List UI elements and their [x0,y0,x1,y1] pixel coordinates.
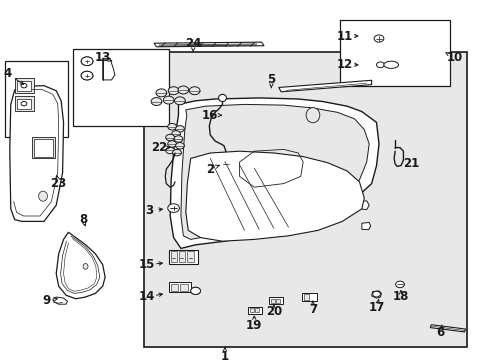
Bar [268,297,282,304]
Circle shape [174,97,185,105]
Circle shape [163,96,174,104]
Circle shape [168,87,179,95]
Bar [339,20,449,86]
Bar [168,282,190,292]
Circle shape [175,143,184,149]
Text: 17: 17 [367,301,384,314]
Bar [170,284,178,291]
Bar [276,299,280,303]
Text: 24: 24 [184,37,201,50]
Circle shape [165,147,174,154]
Circle shape [81,57,93,66]
Circle shape [151,98,162,105]
Circle shape [21,84,27,88]
Bar [168,250,198,264]
Circle shape [373,35,383,42]
Polygon shape [154,42,264,47]
Bar [32,137,55,158]
Bar [144,52,466,347]
Bar [270,299,274,303]
Text: 3: 3 [145,204,153,217]
Text: 19: 19 [245,319,262,332]
Text: 2: 2 [206,163,214,176]
Circle shape [190,287,200,294]
Text: 9: 9 [42,294,50,307]
Text: 7: 7 [308,303,316,316]
Circle shape [178,86,188,94]
Bar [34,139,53,157]
Text: 18: 18 [392,291,408,303]
Bar [255,308,259,312]
Bar [180,284,187,291]
Circle shape [174,136,183,142]
Circle shape [167,123,176,130]
Text: 23: 23 [50,177,67,190]
Polygon shape [10,86,63,221]
Circle shape [21,102,27,106]
Bar [73,49,168,126]
Text: 21: 21 [402,157,418,170]
Bar [187,251,193,262]
Text: 13: 13 [94,51,111,64]
Circle shape [81,71,93,80]
Polygon shape [358,201,368,210]
Ellipse shape [39,191,47,201]
Bar [250,308,254,312]
Bar [17,99,31,109]
Text: 1: 1 [221,350,228,360]
Circle shape [395,281,404,288]
Text: 6: 6 [435,327,443,339]
Bar [302,293,316,301]
Text: 8: 8 [79,213,87,226]
Text: 10: 10 [446,51,462,64]
Circle shape [167,141,176,147]
Bar [17,81,31,91]
Circle shape [81,57,93,66]
Bar [5,61,68,137]
Text: 14: 14 [138,291,155,303]
Ellipse shape [218,94,226,102]
Polygon shape [102,58,115,80]
Polygon shape [185,151,364,241]
Polygon shape [371,291,381,298]
Text: 5: 5 [267,73,275,86]
Ellipse shape [83,264,88,269]
Bar [170,251,177,262]
Circle shape [172,149,181,156]
Bar [304,294,308,300]
Circle shape [165,134,174,141]
Bar [15,78,34,93]
Polygon shape [181,104,368,239]
Ellipse shape [383,61,398,68]
Circle shape [156,89,166,97]
Text: 20: 20 [265,305,282,318]
Text: 11: 11 [336,30,352,42]
Circle shape [189,87,200,95]
Text: 12: 12 [336,58,352,71]
Circle shape [175,126,184,132]
Text: 15: 15 [138,258,155,271]
Bar [248,307,262,314]
Circle shape [232,166,242,173]
Polygon shape [429,325,465,332]
Circle shape [372,291,380,297]
Text: 4: 4 [3,67,11,80]
Bar [179,251,185,262]
Circle shape [221,160,230,167]
Polygon shape [278,80,371,92]
Circle shape [81,71,93,80]
Text: 22: 22 [150,141,167,154]
Text: 16: 16 [202,109,218,122]
Circle shape [376,62,384,68]
Ellipse shape [305,108,319,123]
Bar [15,96,34,111]
Circle shape [171,131,180,137]
Polygon shape [170,98,378,248]
Polygon shape [56,232,105,299]
Polygon shape [361,222,370,230]
Polygon shape [53,297,67,304]
Circle shape [190,287,200,294]
Circle shape [167,204,179,212]
